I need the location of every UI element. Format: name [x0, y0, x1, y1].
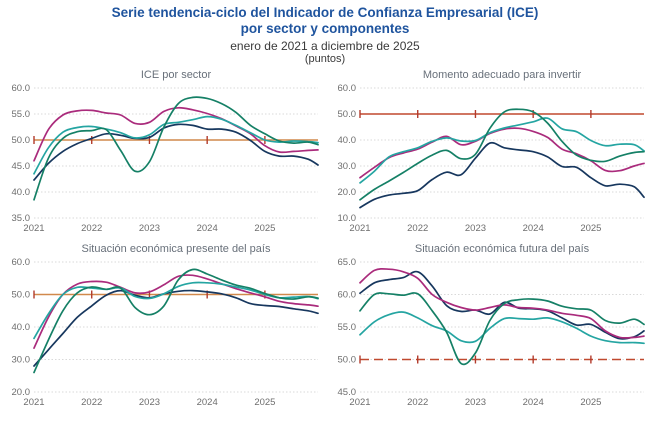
x-axis-tick-label: 2025: [254, 223, 275, 234]
y-axis-tick-label: 20.0: [12, 387, 31, 398]
series-line-serie-magenta: [359, 267, 645, 339]
x-axis-tick-label: 2024: [197, 223, 218, 234]
chart-title: ICE por sector: [141, 69, 212, 81]
chart-ice-por-sector: ICE por sector 35.0 40.0 45.0 50.0 55.0 60.0 20…: [1, 67, 323, 239]
y-axis-tick-label: 50.0: [12, 290, 31, 301]
chart-title: Situación económica presente del país: [82, 243, 271, 255]
chart-situacion-economica-presente-del-pais: Situación económica presente del país 20.…: [1, 241, 323, 413]
x-axis-tick-label: 2024: [523, 397, 544, 408]
x-axis-tick-label: 2025: [580, 223, 601, 234]
report-header: Serie tendencia-ciclo del Indicador de C…: [0, 0, 650, 65]
series-line-serie-green: [33, 96, 319, 201]
x-axis-tick-label: 2023: [139, 223, 160, 234]
chart-momento-adecuado-para-invertir: Momento adecuado para invertir 10.0 20.0 30…: [327, 67, 649, 239]
x-axis-tick-label: 2024: [197, 397, 218, 408]
y-axis-tick-label: 45.0: [338, 387, 357, 398]
page-units: (puntos): [304, 52, 346, 65]
y-axis-tick-label: 45.0: [12, 161, 31, 172]
chart-situacion-economica-futura-del-pais: Situación económica futura del país 45.0 5…: [327, 241, 649, 413]
series-line-serie-magenta: [359, 127, 645, 179]
charts-grid: ICE por sector 35.0 40.0 45.0 50.0 55.0 60.0 20…: [0, 65, 650, 413]
series-line-serie-green: [33, 268, 319, 374]
y-axis-tick-label: 30.0: [338, 161, 357, 172]
x-axis-tick-label: 2023: [465, 223, 486, 234]
y-axis-tick-label: 40.0: [338, 135, 357, 146]
chart-title: Situación económica futura del país: [415, 243, 590, 255]
x-axis-tick-label: 2021: [23, 397, 44, 408]
x-axis-tick-label: 2024: [523, 223, 544, 234]
series-line-serie-navy: [359, 270, 645, 340]
y-axis-tick-label: 55.0: [12, 109, 31, 120]
y-axis-tick-label: 20.0: [338, 187, 357, 198]
y-axis-tick-label: 40.0: [12, 187, 31, 198]
x-axis-tick-label: 2025: [254, 397, 275, 408]
x-axis-tick-label: 2023: [139, 397, 160, 408]
page-title-line2: por sector y componentes: [240, 21, 410, 37]
x-axis-tick-label: 2021: [349, 397, 370, 408]
series-line-serie-green: [359, 108, 645, 201]
y-axis-tick-label: 50.0: [338, 109, 357, 120]
chart-canvas: Momento adecuado para invertir 10.0 20.0 30…: [338, 69, 645, 234]
x-axis-tick-label: 2025: [580, 397, 601, 408]
x-axis-tick-label: 2023: [465, 397, 486, 408]
series-line-serie-navy: [33, 123, 319, 181]
series-line-serie-magenta: [33, 106, 319, 162]
y-axis-tick-label: 10.0: [338, 213, 357, 224]
y-axis-tick-label: 60.0: [12, 83, 31, 94]
chart-canvas: ICE por sector 35.0 40.0 45.0 50.0 55.0 60.0 20…: [12, 69, 319, 234]
series-line-serie-magenta: [33, 274, 319, 349]
page-subtitle: enero de 2021 a diciembre de 2025: [230, 38, 420, 53]
y-axis-tick-label: 60.0: [12, 257, 31, 268]
x-axis-tick-label: 2022: [81, 223, 102, 234]
y-axis-tick-label: 40.0: [12, 322, 31, 333]
series-line-serie-green: [359, 292, 645, 366]
y-axis-tick-label: 30.0: [12, 355, 31, 366]
y-axis-tick-label: 50.0: [12, 135, 31, 146]
y-axis-tick-label: 50.0: [338, 355, 357, 366]
series-line-serie-teal: [359, 311, 645, 345]
x-axis-tick-label: 2022: [81, 397, 102, 408]
x-axis-tick-label: 2021: [349, 223, 370, 234]
series-line-serie-navy: [359, 141, 645, 209]
series-line-serie-teal: [33, 115, 319, 175]
series-line-serie-navy: [33, 289, 319, 367]
chart-canvas: Situación económica futura del país 45.0 5…: [338, 243, 645, 408]
x-axis-tick-label: 2021: [23, 223, 44, 234]
series-line-serie-teal: [359, 117, 645, 184]
y-axis-tick-label: 60.0: [338, 290, 357, 301]
x-axis-tick-label: 2022: [407, 397, 428, 408]
chart-title: Momento adecuado para invertir: [423, 69, 582, 81]
chart-canvas: Situación económica presente del país 20.…: [12, 243, 319, 408]
x-axis-tick-label: 2022: [407, 223, 428, 234]
y-axis-tick-label: 55.0: [338, 322, 357, 333]
y-axis-tick-label: 65.0: [338, 257, 357, 268]
y-axis-tick-label: 35.0: [12, 213, 31, 224]
y-axis-tick-label: 60.0: [338, 83, 357, 94]
page-title-line1: Serie tendencia-ciclo del Indicador de C…: [111, 5, 539, 20]
